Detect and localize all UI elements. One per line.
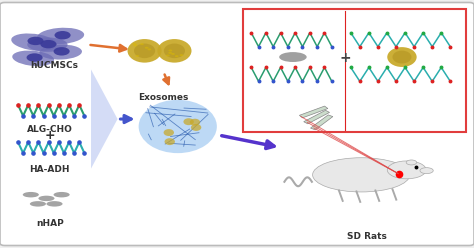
- Circle shape: [171, 53, 175, 55]
- Ellipse shape: [313, 158, 410, 192]
- Circle shape: [134, 44, 137, 46]
- Ellipse shape: [164, 129, 174, 136]
- Ellipse shape: [190, 119, 200, 126]
- Circle shape: [133, 43, 137, 45]
- Circle shape: [54, 47, 70, 56]
- Text: +: +: [339, 51, 351, 65]
- Circle shape: [27, 53, 43, 62]
- Ellipse shape: [406, 160, 417, 165]
- Ellipse shape: [39, 45, 82, 60]
- Circle shape: [180, 54, 183, 56]
- Ellipse shape: [46, 201, 63, 207]
- Polygon shape: [304, 110, 329, 124]
- Circle shape: [55, 31, 71, 39]
- Circle shape: [147, 48, 151, 50]
- Ellipse shape: [279, 52, 307, 62]
- Polygon shape: [310, 115, 333, 130]
- Circle shape: [168, 52, 172, 54]
- Circle shape: [136, 55, 139, 57]
- Ellipse shape: [420, 168, 433, 174]
- Circle shape: [166, 55, 170, 57]
- Ellipse shape: [37, 28, 84, 44]
- Ellipse shape: [191, 124, 201, 131]
- Text: +: +: [45, 129, 55, 142]
- Ellipse shape: [38, 196, 55, 201]
- Ellipse shape: [164, 138, 175, 145]
- Text: nHAP: nHAP: [36, 219, 64, 228]
- Circle shape: [140, 43, 144, 45]
- Ellipse shape: [134, 44, 155, 58]
- Text: ALG-CHO: ALG-CHO: [27, 125, 73, 134]
- Ellipse shape: [12, 51, 54, 66]
- Ellipse shape: [128, 39, 162, 63]
- Polygon shape: [300, 106, 328, 118]
- Circle shape: [40, 40, 56, 48]
- Ellipse shape: [138, 100, 217, 153]
- Ellipse shape: [392, 51, 411, 63]
- Ellipse shape: [183, 118, 194, 125]
- Ellipse shape: [157, 39, 191, 63]
- Ellipse shape: [23, 192, 39, 197]
- Circle shape: [145, 47, 148, 49]
- Ellipse shape: [30, 201, 46, 207]
- Polygon shape: [91, 69, 118, 169]
- Text: HA-ADH: HA-ADH: [29, 165, 70, 174]
- Ellipse shape: [387, 161, 426, 179]
- Text: SD Rats: SD Rats: [347, 232, 387, 241]
- Ellipse shape: [11, 33, 57, 51]
- Text: hUCMSCs: hUCMSCs: [30, 61, 79, 70]
- Circle shape: [27, 37, 44, 45]
- Ellipse shape: [27, 37, 68, 52]
- Circle shape: [175, 55, 179, 57]
- FancyBboxPatch shape: [243, 9, 466, 132]
- Circle shape: [168, 50, 172, 52]
- Ellipse shape: [164, 44, 185, 58]
- Text: Exosomes: Exosomes: [138, 93, 189, 102]
- Ellipse shape: [387, 47, 417, 67]
- Ellipse shape: [54, 192, 70, 197]
